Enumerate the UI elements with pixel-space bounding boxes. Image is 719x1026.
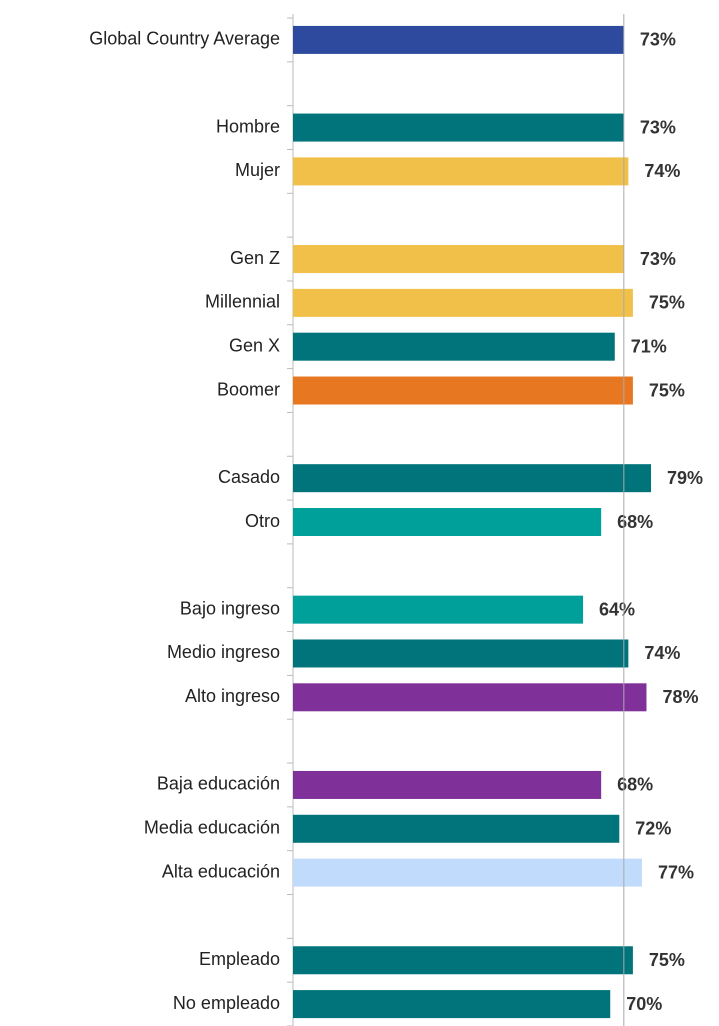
bar: [293, 858, 642, 887]
value-label: 79%: [667, 468, 703, 488]
value-label: 73%: [640, 249, 676, 269]
value-label: 68%: [617, 512, 653, 532]
bar: [293, 814, 620, 843]
value-label: 71%: [631, 336, 667, 356]
bar: [293, 946, 633, 975]
bar: [293, 770, 602, 799]
bar: [293, 25, 624, 54]
value-label: 75%: [649, 380, 685, 400]
value-label: 75%: [649, 950, 685, 970]
category-label: Gen X: [229, 335, 280, 355]
category-label: Boomer: [217, 379, 280, 399]
bar: [293, 157, 629, 186]
category-label: Hombre: [216, 116, 280, 136]
value-label: 74%: [644, 643, 680, 663]
value-label: 78%: [662, 687, 698, 707]
category-label: Empleado: [199, 949, 280, 969]
category-label: Gen Z: [230, 248, 280, 268]
value-label: 64%: [599, 599, 635, 619]
bar: [293, 683, 647, 712]
bar: [293, 464, 652, 493]
bar: [293, 113, 624, 142]
category-label: Otro: [245, 511, 280, 531]
category-label: Media educación: [144, 818, 280, 838]
category-label: Bajo ingreso: [180, 598, 280, 618]
value-label: 72%: [635, 819, 671, 839]
value-label: 68%: [617, 775, 653, 795]
category-label: Millennial: [205, 292, 280, 312]
bar: [293, 245, 624, 274]
bar: [293, 332, 615, 361]
bar: [293, 288, 633, 317]
value-label: 70%: [626, 994, 662, 1014]
category-label: Baja educación: [157, 774, 280, 794]
bar: [293, 508, 602, 536]
category-label: Alta educación: [162, 861, 280, 881]
category-label: Mujer: [235, 160, 280, 180]
bar: [293, 639, 629, 668]
category-label: No empleado: [173, 993, 280, 1013]
bar: [293, 595, 584, 624]
value-label: 73%: [640, 117, 676, 137]
category-label: Alto ingreso: [185, 686, 280, 706]
value-label: 74%: [644, 161, 680, 181]
value-label: 77%: [658, 862, 694, 882]
value-label: 75%: [649, 293, 685, 313]
bar: [293, 376, 633, 405]
category-label: Casado: [218, 467, 280, 487]
bar: [293, 990, 611, 1019]
category-label: Medio ingreso: [167, 642, 280, 662]
category-label: Global Country Average: [89, 29, 280, 49]
value-label: 73%: [640, 30, 676, 50]
